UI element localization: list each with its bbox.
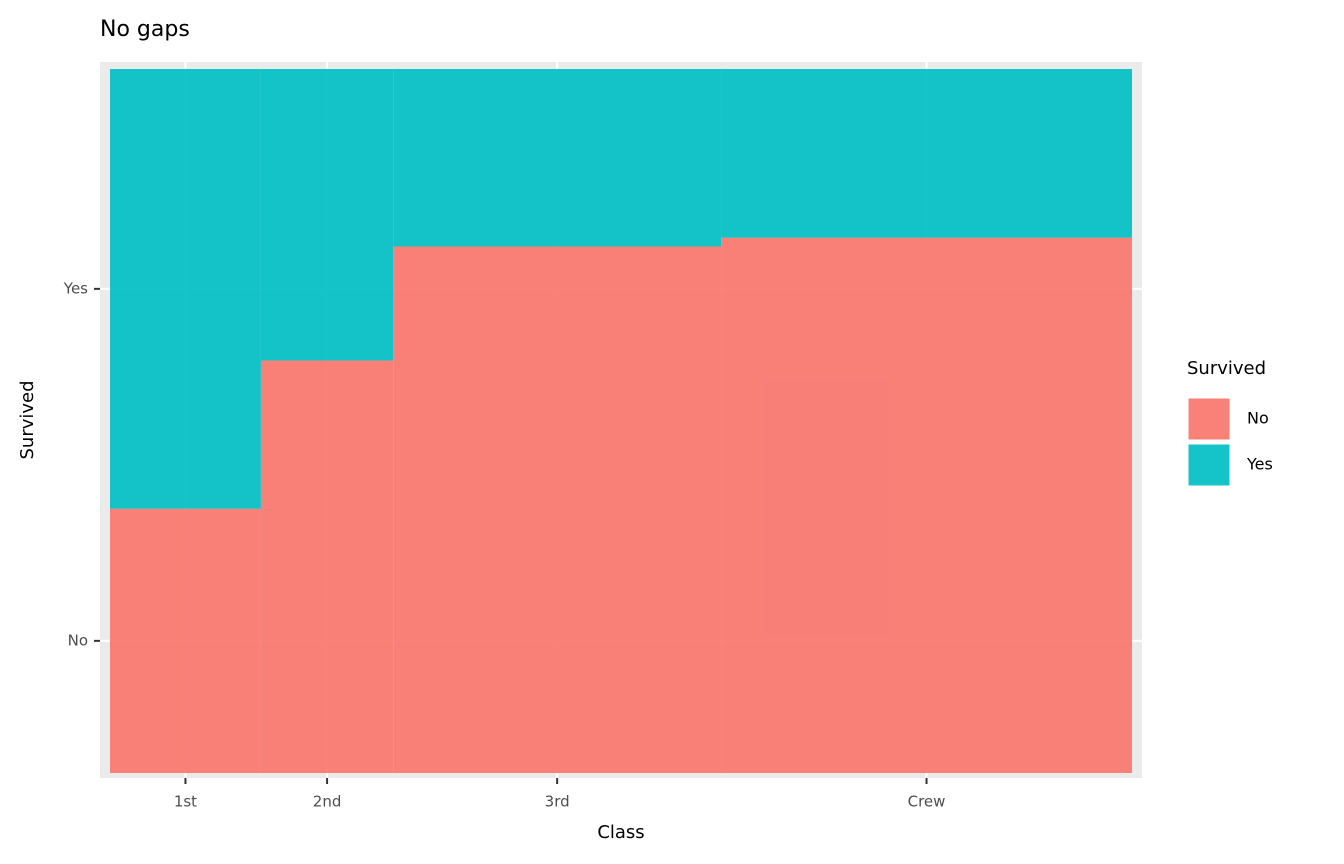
y-tick-label: Yes xyxy=(63,279,88,297)
legend-key xyxy=(1187,397,1231,441)
x-tick-label: 3rd xyxy=(545,793,570,811)
tile xyxy=(260,360,394,773)
tile xyxy=(110,69,261,509)
tile xyxy=(260,69,394,361)
y-tick-label: No xyxy=(68,631,88,649)
x-tick-label: 2nd xyxy=(313,793,342,811)
legend-title: Survived xyxy=(1187,358,1266,379)
legend-label: Yes xyxy=(1246,455,1273,474)
legend-label: No xyxy=(1247,409,1269,428)
tile xyxy=(721,69,1132,238)
tile xyxy=(393,69,722,247)
x-tick-label: Crew xyxy=(908,793,946,811)
x-tick-label: 1st xyxy=(174,793,197,811)
tile xyxy=(393,246,722,774)
chart-title: No gaps xyxy=(100,17,190,42)
x-axis-label: Class xyxy=(597,822,644,843)
tile xyxy=(110,508,261,773)
y-axis-label: Survived xyxy=(17,380,38,459)
tile xyxy=(721,237,1132,773)
legend-key xyxy=(1187,443,1231,487)
